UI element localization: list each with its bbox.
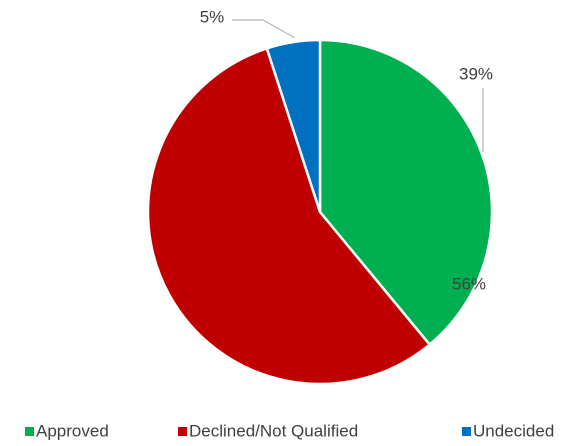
legend-label: Approved	[36, 421, 109, 440]
leader-line	[232, 19, 296, 39]
legend-swatch	[462, 427, 471, 436]
legend-label: Undecided	[473, 421, 554, 440]
data-label: 5%	[200, 7, 225, 26]
data-labels: 39% 56% 5%	[200, 7, 493, 293]
data-label: 56%	[452, 274, 486, 293]
pie	[146, 38, 494, 386]
legend-swatch	[25, 427, 34, 436]
legend-swatch	[178, 427, 187, 436]
data-label: 39%	[459, 64, 493, 83]
pie-slice	[265, 38, 322, 213]
pie-slice	[318, 38, 494, 347]
legend-label: Declined/Not Qualified	[189, 421, 358, 440]
legend: Approved Declined/Not Qualified Undecided	[25, 421, 554, 440]
pie-slice	[146, 46, 432, 386]
